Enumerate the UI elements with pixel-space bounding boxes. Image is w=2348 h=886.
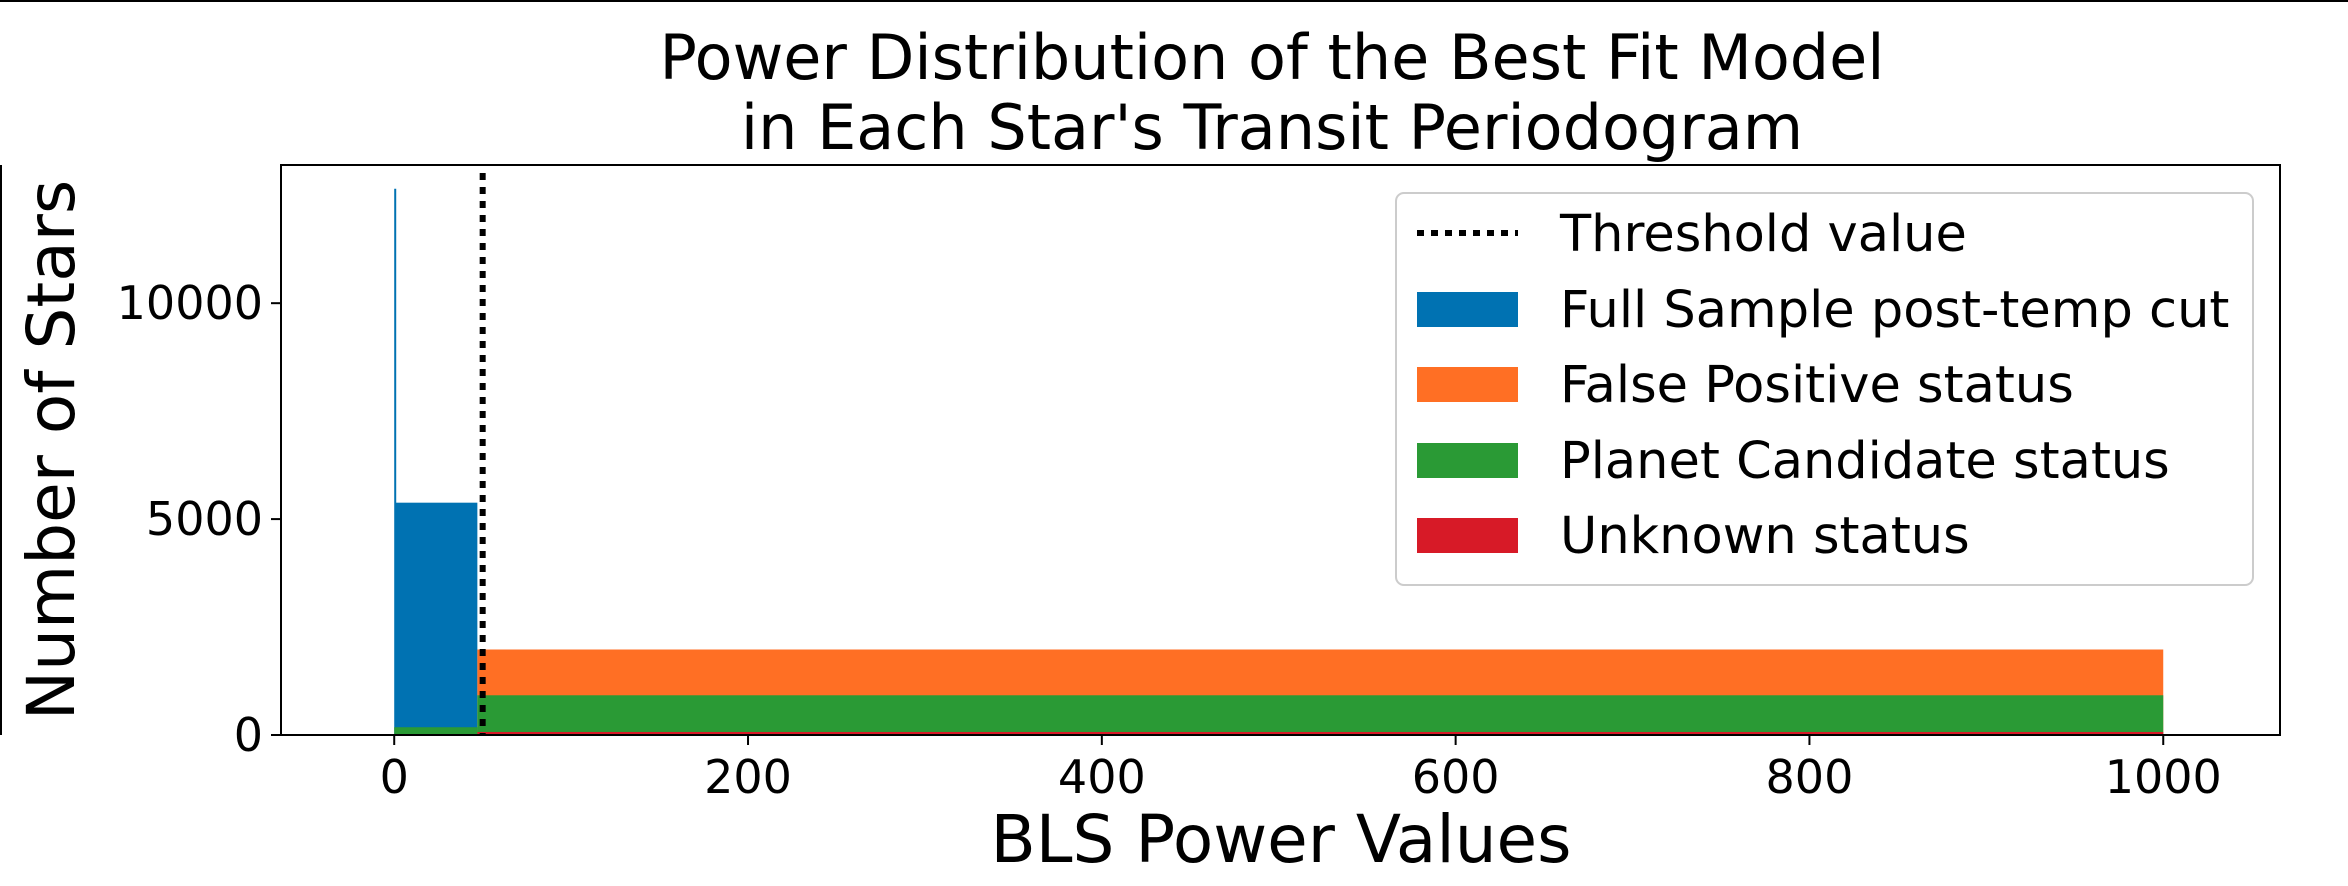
chart-title-line-2: in Each Star's Transit Periodogram — [741, 91, 1803, 164]
chart-title-line-1: Power Distribution of the Best Fit Model — [659, 21, 1884, 94]
legend-label-threshold: Threshold value — [1559, 205, 1967, 264]
x-tick-label-800: 800 — [1766, 750, 1854, 804]
legend-swatch-full-sample — [1417, 292, 1518, 327]
x-axis-label: BLS Power Values — [990, 801, 1571, 878]
bar-full-sample-post-temp-cut-1 — [395, 502, 478, 735]
x-tick-label-1000: 1000 — [2105, 750, 2222, 804]
legend-swatch-planet-candidate — [1417, 443, 1518, 478]
legend-frame — [1395, 192, 2254, 586]
legend: Threshold value Full Sample post-temp cu… — [1395, 192, 2254, 586]
legend-swatch-false-positive — [1417, 367, 1518, 402]
y-axis-label: Number of Stars — [13, 180, 90, 720]
x-tick-label-0: 0 — [380, 750, 409, 804]
x-tick-label-200: 200 — [704, 750, 792, 804]
x-tick-label-400: 400 — [1058, 750, 1146, 804]
x-tick-label-600: 600 — [1412, 750, 1500, 804]
legend-label-full-sample: Full Sample post-temp cut — [1560, 281, 2229, 340]
bar-full-sample-post-temp-cut-0 — [394, 188, 397, 735]
x-axis-ticks: 0 200 400 600 800 1000 — [380, 735, 2222, 804]
y-tick-label-0: 0 — [234, 708, 263, 762]
bar-planet-candidate-status-1 — [477, 695, 2164, 735]
plot-frame — [280, 164, 2281, 736]
histogram-bars — [394, 188, 2164, 735]
legend-label-false-positive: False Positive status — [1560, 356, 2074, 415]
bar-unknown-status-0 — [477, 731, 2164, 735]
legend-swatch-unknown — [1417, 518, 1518, 553]
y-axis-ticks: 0 5000 10000 — [117, 276, 281, 762]
legend-label-planet-candidate: Planet Candidate status — [1560, 432, 2170, 491]
bar-planet-candidate-status-0 — [394, 727, 478, 735]
legend-label-unknown: Unknown status — [1560, 507, 1970, 566]
y-tick-label-10000: 10000 — [117, 276, 263, 330]
y-tick-label-5000: 5000 — [146, 492, 263, 546]
